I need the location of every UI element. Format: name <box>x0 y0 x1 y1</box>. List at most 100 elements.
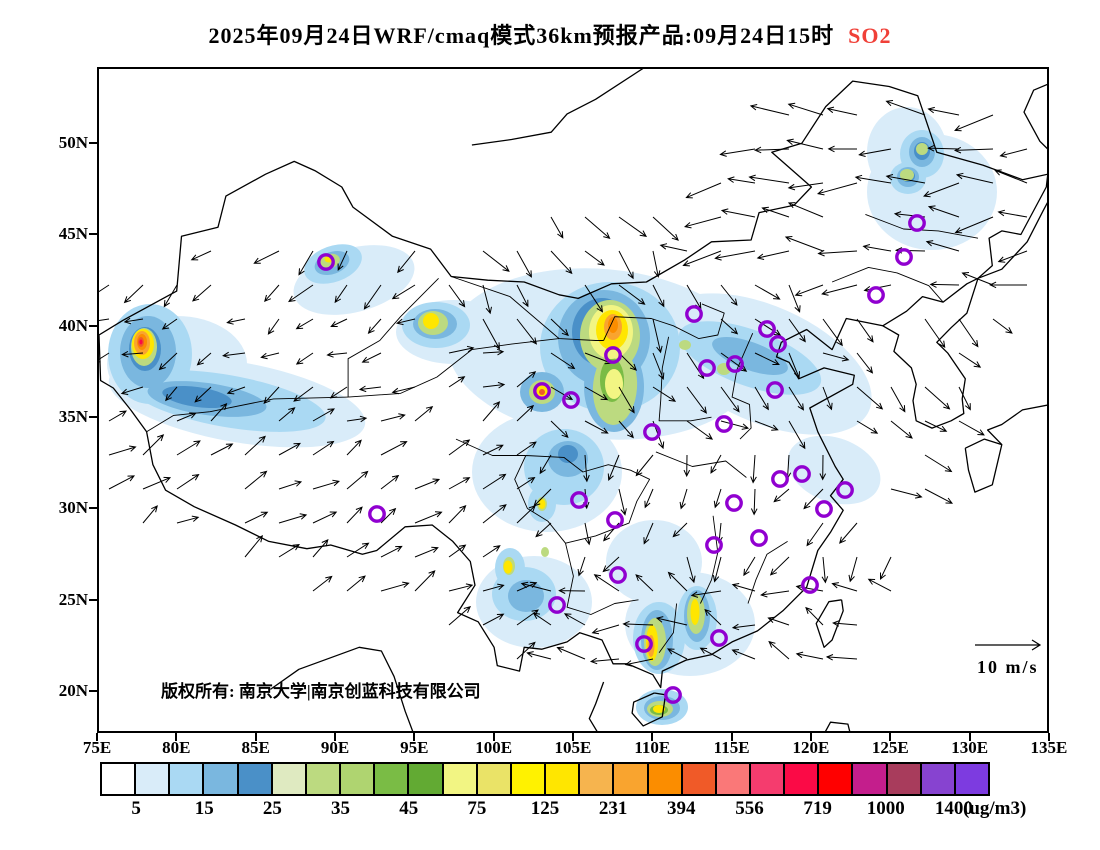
wind-vector-arrow <box>556 646 586 660</box>
province-border <box>565 543 639 615</box>
lat-tick <box>89 598 97 601</box>
wind-vector-arrow <box>622 620 654 628</box>
wind-vector-arrow <box>391 284 416 300</box>
province-border <box>747 541 788 604</box>
city-marker <box>715 415 733 433</box>
wind-vector-arrow <box>856 386 884 410</box>
wind-vector-arrow <box>890 420 913 439</box>
wind-vector-arrow <box>713 488 722 509</box>
wind-vector-arrow <box>667 571 688 592</box>
so2-concentration-blob <box>712 337 788 375</box>
wind-vector-arrow <box>961 272 994 286</box>
wind-vector-arrow <box>263 386 280 405</box>
wind-vector-arrow <box>635 454 654 477</box>
wind-vector-arrow <box>165 386 178 402</box>
wind-vector-arrow <box>787 102 824 116</box>
colorbar <box>100 762 990 796</box>
wind-vector-arrow <box>720 386 740 413</box>
wind-vector-arrow <box>602 556 620 573</box>
wind-vector-arrow <box>448 477 471 490</box>
colorbar-tick-1400: 1400 <box>934 798 973 819</box>
wind-vector-arrow <box>278 407 296 422</box>
wind-vector-arrow <box>516 371 537 388</box>
wind-vector-arrow <box>346 542 370 558</box>
lat-label-50N: 50N <box>58 133 88 152</box>
wind-vector-arrow <box>367 318 382 334</box>
lat-label-40N: 40N <box>58 315 88 335</box>
wind-vector-arrow <box>754 318 782 336</box>
wind-vector-arrow <box>121 350 144 358</box>
city-marker <box>895 248 913 266</box>
city-marker <box>604 346 622 364</box>
wind-vector-arrow <box>761 206 790 218</box>
lat-tick <box>89 415 97 418</box>
wind-vector-arrow <box>999 148 1028 158</box>
lon-label-125E: 125E <box>871 738 909 757</box>
coastline <box>270 646 414 731</box>
city-marker <box>368 505 386 523</box>
wind-vector-arrow <box>795 584 824 592</box>
wind-vector-arrow <box>803 488 824 510</box>
wind-vector-arrow <box>784 236 824 252</box>
coastline <box>815 599 844 648</box>
colorbar-cell-3 <box>204 764 239 794</box>
wind-vector-arrow <box>958 352 982 368</box>
city-marker <box>533 382 551 400</box>
wind-vector-arrow <box>925 240 960 252</box>
wind-vector-arrow <box>346 506 363 524</box>
colorbar-cell-10 <box>443 764 478 794</box>
colorbar-cell-25 <box>955 764 989 794</box>
wind-vector-arrow <box>312 539 329 558</box>
colorbar-cell-15 <box>614 764 649 794</box>
wind-vector-arrow <box>644 488 654 509</box>
wind-vector-arrow <box>516 441 537 456</box>
wind-vector-arrow <box>142 505 158 524</box>
wind-vector-arrow <box>756 250 790 260</box>
wind-vector-arrow <box>482 444 504 456</box>
wind-vector-arrow <box>748 174 790 184</box>
wind-vector-arrow <box>924 420 948 432</box>
city-marker <box>643 423 661 441</box>
wind-vector-arrow <box>414 570 436 592</box>
lon-tick <box>175 733 178 741</box>
wind-vector-arrow <box>788 318 806 343</box>
city-marker <box>769 335 787 353</box>
wind-vector-arrow <box>652 386 677 402</box>
wind-vector-arrow <box>448 504 467 524</box>
wind-vector-arrow <box>563 613 586 626</box>
wind-vector-arrow <box>827 145 858 153</box>
city-marker <box>609 566 627 584</box>
wind-vector-arrow <box>288 284 314 303</box>
wind-vector-arrow <box>720 284 738 306</box>
wind-vector-arrow <box>482 284 492 315</box>
so2-concentration-blob <box>423 313 439 329</box>
province-border <box>831 266 944 303</box>
lon-tick <box>651 733 654 741</box>
wind-vector-arrow <box>584 386 609 401</box>
lat-label-20N: 20N <box>58 680 88 700</box>
colorbar-cell-8 <box>375 764 410 794</box>
wind-vector-arrow <box>760 590 790 598</box>
wind-vector-arrow <box>361 352 382 363</box>
city-marker <box>771 470 789 488</box>
wind-vector-arrow <box>190 250 212 261</box>
wind-vector-arrow <box>380 413 406 422</box>
wind-vector-arrow <box>142 434 165 456</box>
wind-vector-arrow <box>683 454 691 478</box>
colorbar-tick-719: 719 <box>803 798 832 819</box>
wind-vector-arrow <box>520 581 552 592</box>
city-marker <box>726 355 744 373</box>
lat-tick <box>89 507 97 510</box>
wind-vector-arrow <box>346 575 366 592</box>
colorbar-cell-20 <box>785 764 820 794</box>
colorbar-tick-15: 15 <box>194 798 214 819</box>
wind-vector-arrow <box>624 658 654 667</box>
wind-vector-arrow <box>958 420 985 436</box>
wind-vector-arrow <box>924 318 946 349</box>
wind-vector-arrow <box>244 435 266 456</box>
wind-vector-arrow <box>526 651 552 660</box>
colorbar-cell-2 <box>170 764 205 794</box>
wind-vector-arrow <box>923 182 960 198</box>
city-marker <box>317 253 335 271</box>
province-border <box>347 277 439 398</box>
